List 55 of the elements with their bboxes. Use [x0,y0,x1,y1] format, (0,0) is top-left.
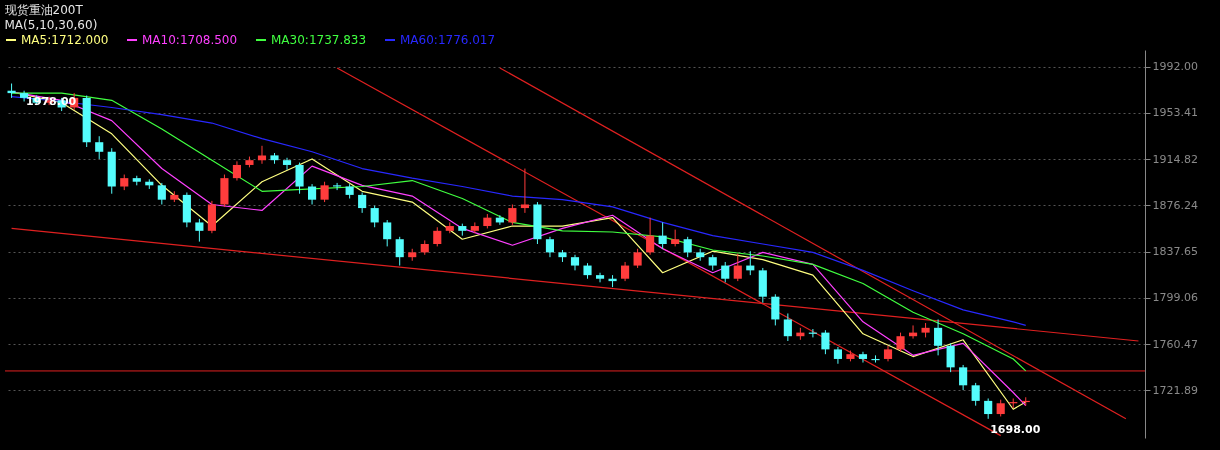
candlestick [946,342,955,373]
candlestick [721,261,730,283]
candlestick [308,183,317,205]
y-tick-label: 1799.06 [1152,291,1198,305]
candlestick [971,382,980,407]
chart-title: 现货重油200T [4,3,84,17]
candlestick [433,226,442,247]
y-tick-label: 1760.47 [1152,337,1198,351]
legend-label: MA60:1776.017 [400,33,496,47]
annotation: 1698.00 [990,422,1041,436]
candlestick [232,160,242,182]
candlestick [358,192,367,214]
candlestick [595,272,605,283]
candlestick [383,219,392,247]
candlestick [658,221,667,250]
candlestick [320,181,329,203]
legend-label: MA10:1708.500 [142,33,238,47]
y-tick-label: 1837.65 [1152,245,1198,259]
candlestick [257,145,267,165]
candlestick [771,293,780,326]
candlestick [520,168,529,214]
candlestick [621,261,630,282]
y-tick-label: 1914.82 [1152,152,1198,166]
y-tick-label: 1721.89 [1152,383,1198,397]
candlestick [395,236,404,267]
legend-label: MA30:1737.833 [271,33,367,47]
candlestick [821,329,830,355]
candlestick [295,162,304,195]
y-tick-label: 1953.41 [1152,106,1198,120]
candlestick [646,217,655,256]
line-series [10,96,1027,327]
candlestick [508,203,517,226]
candlestick [984,397,993,420]
y-tick-label: 1876.24 [1152,198,1198,212]
candlestick [195,218,204,243]
candlestick [282,157,292,171]
legend-label: MA5:1712.000 [21,33,109,47]
candlestick [683,236,692,258]
candlestick [959,364,968,391]
candlestick [633,248,642,269]
candlestick [896,332,905,353]
candlestick [783,312,792,342]
candlestick [545,236,555,258]
chart-subtitle: MA(5,10,30,60) [4,18,98,32]
candlestick [370,205,379,228]
candlestick [871,354,880,364]
candlestick [934,318,943,356]
annotation: 1978.00 [26,94,77,108]
y-tick-label: 1992.00 [1152,60,1198,74]
candlestick [157,182,166,205]
candlestick [95,135,104,160]
candlestick [733,253,742,282]
candlestick [858,351,868,364]
candlestick [333,182,342,191]
candlestick [20,90,29,102]
